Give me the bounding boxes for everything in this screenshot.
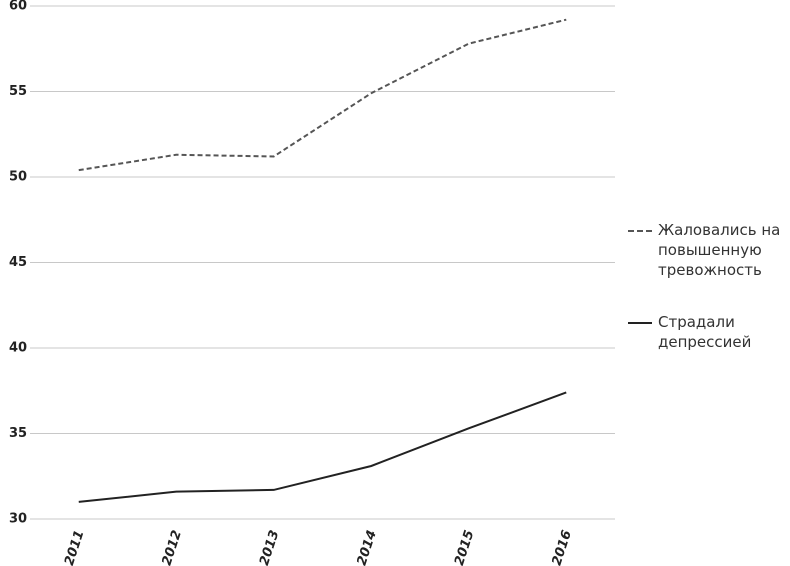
y-tick-label: 30 bbox=[9, 512, 27, 527]
x-tick-label: 2014 bbox=[355, 528, 380, 566]
y-tick-label: 55 bbox=[9, 84, 27, 99]
series-line bbox=[78, 391, 567, 503]
y-tick-label: 50 bbox=[9, 170, 27, 185]
y-tick-label: 40 bbox=[9, 341, 27, 356]
x-tick-label: 2016 bbox=[550, 528, 575, 566]
legend-swatch bbox=[628, 230, 652, 232]
legend-label: Страдали депрессией bbox=[658, 313, 752, 351]
legend: Жаловались на повышенную тревожность Стра… bbox=[628, 220, 790, 384]
series-line bbox=[78, 18, 567, 172]
x-tick-label: 2013 bbox=[257, 528, 282, 566]
legend-swatch bbox=[628, 322, 652, 324]
legend-item: Жаловались на повышенную тревожность bbox=[628, 220, 790, 280]
legend-label: Жаловались на повышенную тревожность bbox=[658, 221, 781, 279]
y-tick-label: 35 bbox=[9, 426, 27, 441]
y-tick-label: 45 bbox=[9, 255, 27, 270]
y-tick-label: 60 bbox=[9, 0, 27, 14]
x-tick-label: 2015 bbox=[452, 528, 477, 566]
x-tick-label: 2011 bbox=[62, 528, 87, 566]
legend-item: Страдали депрессией bbox=[628, 312, 790, 352]
x-tick-label: 2012 bbox=[160, 528, 185, 566]
